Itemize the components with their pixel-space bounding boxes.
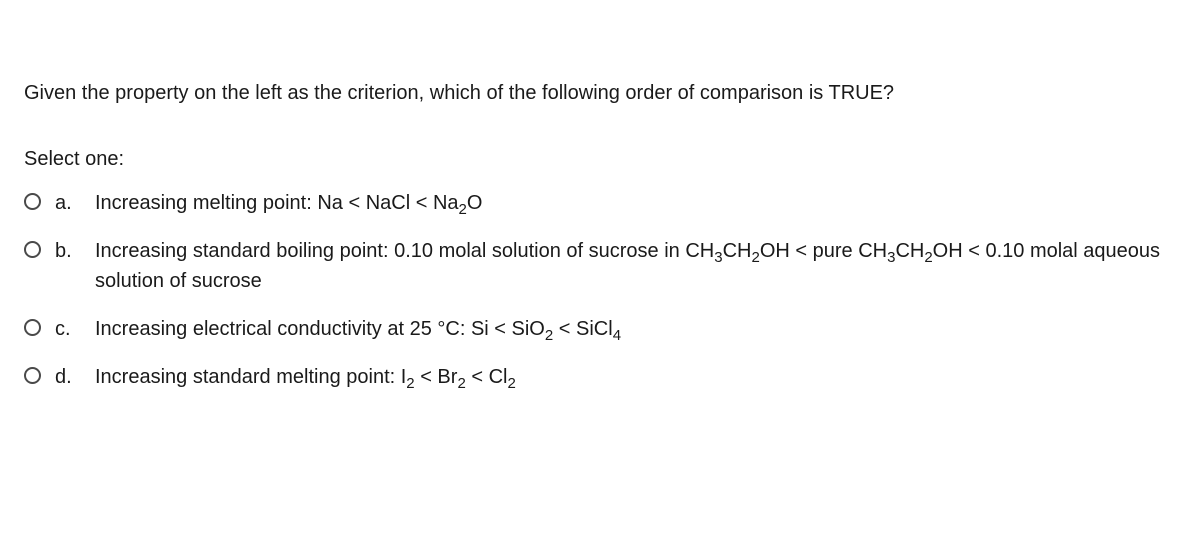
option-c-radio[interactable] [24,319,41,336]
option-d-text: Increasing standard melting point: I2 < … [95,362,1176,392]
option-d-p1: Increasing standard melting point: I [95,366,406,388]
option-d-p2: < Br [415,366,458,388]
option-d-p3: < Cl [466,366,508,388]
option-c-letter: c. [55,314,81,344]
option-b-sub4: 2 [924,249,932,266]
option-b-text: Increasing standard boiling point: 0.10 … [95,236,1176,296]
option-b-p4: CH [895,240,924,262]
option-b-row: b. Increasing standard boiling point: 0.… [24,236,1176,296]
option-b-sub1: 3 [714,249,722,266]
option-a-sub1: 2 [459,201,467,218]
option-c-row: c. Increasing electrical conductivity at… [24,314,1176,344]
option-b-p2: CH [723,240,752,262]
option-a-text-prefix: Increasing melting point: Na < NaCl < Na [95,192,459,214]
option-b-radio[interactable] [24,241,41,258]
option-c-sub1: 2 [545,327,553,344]
option-c-sub2: 4 [613,327,621,344]
option-a-text-suffix: O [467,192,483,214]
option-d-radio[interactable] [24,367,41,384]
option-a-radio[interactable] [24,193,41,210]
option-b-p3: OH < pure CH [760,240,887,262]
options-group: a. Increasing melting point: Na < NaCl <… [24,188,1176,392]
option-d-sub3: 2 [507,375,515,392]
option-a-row: a. Increasing melting point: Na < NaCl <… [24,188,1176,218]
option-d-row: d. Increasing standard melting point: I2… [24,362,1176,392]
option-d-sub1: 2 [406,375,414,392]
option-b-p1: Increasing standard boiling point: 0.10 … [95,240,714,262]
select-one-label: Select one: [24,144,1176,174]
option-a-letter: a. [55,188,81,218]
option-a-text: Increasing melting point: Na < NaCl < Na… [95,188,1176,218]
option-c-p1: Increasing electrical conductivity at 25… [95,318,545,340]
option-c-text: Increasing electrical conductivity at 25… [95,314,1176,344]
option-b-letter: b. [55,236,81,266]
option-c-p2: < SiCl [553,318,612,340]
question-stem: Given the property on the left as the cr… [24,78,1176,108]
option-d-sub2: 2 [457,375,465,392]
option-d-letter: d. [55,362,81,392]
option-b-sub2: 2 [751,249,759,266]
